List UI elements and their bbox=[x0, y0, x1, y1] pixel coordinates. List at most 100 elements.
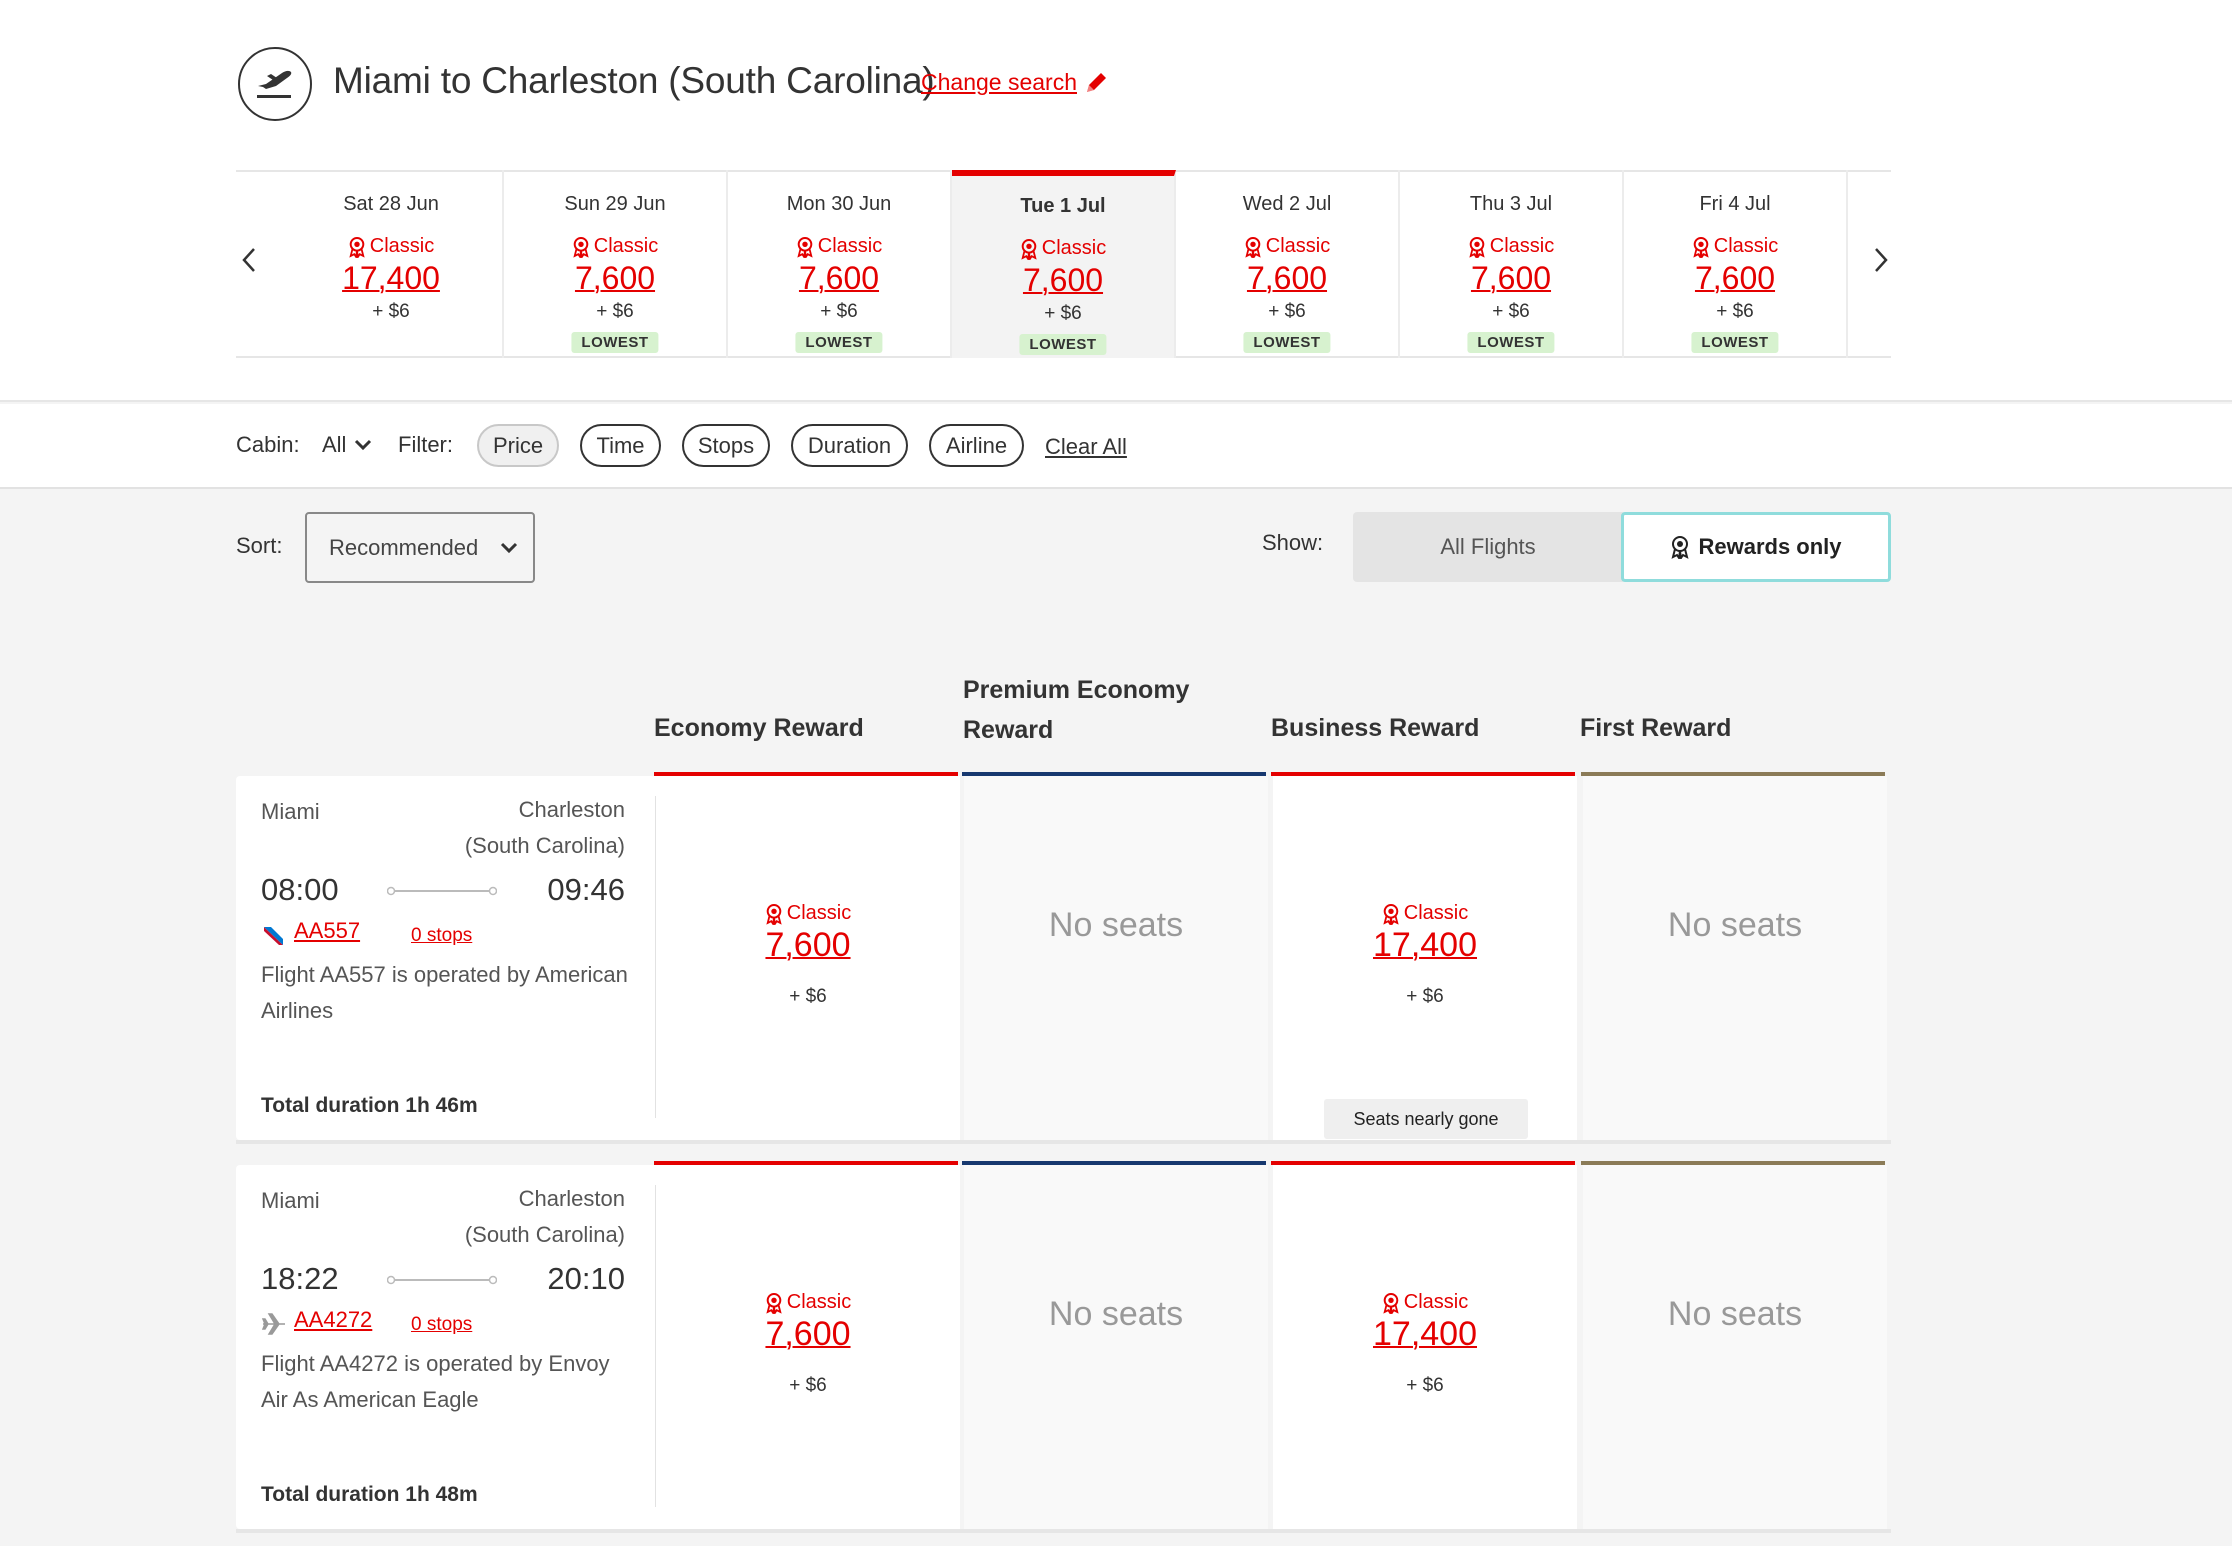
seats-nearly-gone-badge: Seats nearly gone bbox=[1324, 1099, 1528, 1139]
rewards-only-toggle[interactable]: Rewards only bbox=[1621, 512, 1891, 582]
date-option[interactable]: Thu 3 Jul Classic 7,600 + $6 LOWEST bbox=[1400, 170, 1624, 358]
fare-type-label: Classic bbox=[786, 902, 852, 924]
date-points[interactable]: 7,600 bbox=[1694, 260, 1776, 296]
fare-points[interactable]: 7,600 bbox=[765, 926, 851, 964]
cabin-dropdown[interactable]: All bbox=[322, 432, 372, 458]
filter-pill-duration[interactable]: Duration bbox=[791, 424, 908, 467]
fare-cell[interactable]: Classic 7,600 + $6 bbox=[656, 1165, 960, 1529]
change-search-link[interactable]: Change search bbox=[921, 69, 1077, 95]
arrival-time: 20:10 bbox=[547, 1261, 625, 1296]
column-color-bar bbox=[654, 772, 958, 776]
column-color-bar bbox=[1271, 772, 1575, 776]
date-label: Sat 28 Jun bbox=[343, 193, 439, 215]
departure-time: 08:00 bbox=[261, 872, 339, 907]
flight-path-line bbox=[387, 1275, 497, 1285]
date-tax: + $6 bbox=[372, 301, 410, 322]
fare-type: Classic bbox=[280, 235, 502, 258]
fare-tax: + $6 bbox=[1406, 1375, 1444, 1396]
flight-number-link[interactable]: AA4272 bbox=[294, 1307, 373, 1332]
flight-card bbox=[236, 776, 656, 1140]
fare-cell-unavailable: No seats bbox=[964, 776, 1268, 1140]
fare-cell[interactable]: Classic 17,400 + $6 bbox=[1273, 1165, 1577, 1529]
date-label: Tue 1 Jul bbox=[1020, 195, 1106, 217]
american-airlines-logo-icon bbox=[264, 927, 283, 945]
date-option[interactable]: Fri 4 Jul Classic 7,600 + $6 LOWEST bbox=[1624, 170, 1848, 358]
filter-pill-stops[interactable]: Stops bbox=[682, 424, 770, 467]
date-points[interactable]: 17,400 bbox=[342, 260, 440, 296]
date-label: Sun 29 Jun bbox=[564, 193, 666, 215]
operated-by-text: Flight AA4272 is operated by Envoy Air A… bbox=[261, 1351, 610, 1412]
sort-label: Sort: bbox=[236, 533, 283, 558]
fare-points[interactable]: 17,400 bbox=[1373, 926, 1477, 964]
date-option[interactable]: Tue 1 Jul Classic 7,600 + $6 LOWEST bbox=[952, 170, 1176, 358]
date-points[interactable]: 7,600 bbox=[574, 260, 656, 296]
date-option[interactable]: Sat 28 Jun Classic 17,400 + $6 bbox=[280, 170, 504, 358]
award-ribbon-icon bbox=[349, 236, 365, 258]
sort-select[interactable]: Recommended bbox=[305, 512, 535, 583]
date-points[interactable]: 7,600 bbox=[1470, 260, 1552, 296]
clear-all-link[interactable]: Clear All bbox=[1045, 434, 1127, 459]
filter-pill-airline[interactable]: Airline bbox=[929, 424, 1024, 467]
flight-card bbox=[236, 1165, 656, 1529]
column-color-bar bbox=[654, 1161, 958, 1165]
date-points[interactable]: 7,600 bbox=[1022, 262, 1104, 298]
date-option[interactable]: Sun 29 Jun Classic 7,600 + $6 LOWEST bbox=[504, 170, 728, 358]
date-points[interactable]: 7,600 bbox=[1246, 260, 1328, 296]
fare-cell[interactable]: Classic 7,600 + $6 bbox=[656, 776, 960, 1140]
card-bottom-border bbox=[236, 1140, 1891, 1144]
fare-type: Classic bbox=[1273, 1291, 1577, 1314]
stops-link[interactable]: 0 stops bbox=[411, 1314, 473, 1335]
destination-city: Charleston (South Carolina) bbox=[464, 797, 625, 858]
fare-tax: + $6 bbox=[1406, 986, 1444, 1007]
filter-pill-time[interactable]: Time bbox=[580, 424, 661, 467]
total-duration: Total duration 1h 46m bbox=[261, 1094, 478, 1117]
fare-type: Classic bbox=[656, 902, 960, 925]
fare-type: Classic bbox=[656, 1291, 960, 1314]
fare-tax: + $6 bbox=[789, 1375, 827, 1396]
flight-number-link[interactable]: AA557 bbox=[294, 918, 361, 943]
column-economy-reward: Economy Reward bbox=[654, 714, 864, 742]
sort-value: Recommended bbox=[329, 534, 479, 560]
fare-cell-unavailable: No seats bbox=[1583, 776, 1887, 1140]
fare-type: Classic bbox=[1273, 902, 1577, 925]
fare-tax: + $6 bbox=[789, 986, 827, 1007]
fare-type: Classic bbox=[1400, 235, 1622, 258]
stops-link[interactable]: 0 stops bbox=[411, 925, 473, 946]
date-label: Thu 3 Jul bbox=[1469, 193, 1553, 215]
pencil-icon[interactable] bbox=[1083, 70, 1109, 96]
route-title: Miami to Charleston (South Carolina) bbox=[333, 60, 935, 101]
award-ribbon-icon bbox=[1245, 236, 1261, 258]
departure-plane-icon bbox=[238, 47, 312, 121]
chevron-down-icon bbox=[355, 439, 372, 451]
award-ribbon-icon bbox=[1671, 536, 1689, 559]
filter-pill-price[interactable]: Price bbox=[477, 424, 559, 467]
award-ribbon-icon bbox=[766, 903, 782, 925]
fare-type: Classic bbox=[1624, 235, 1846, 258]
next-dates-arrow-icon[interactable] bbox=[1866, 245, 1896, 275]
fare-type: Classic bbox=[504, 235, 726, 258]
date-label: Fri 4 Jul bbox=[1699, 193, 1771, 215]
column-premium-economy-reward: Premium Economy Reward bbox=[963, 676, 1190, 744]
fare-points[interactable]: 17,400 bbox=[1373, 1315, 1477, 1353]
filter-bar bbox=[0, 404, 2232, 489]
departure-time: 18:22 bbox=[261, 1261, 339, 1296]
award-ribbon-icon bbox=[766, 1292, 782, 1314]
previous-dates-arrow-icon[interactable] bbox=[234, 245, 264, 275]
fare-type-label: Classic bbox=[786, 1291, 852, 1313]
no-seats-text: No seats bbox=[1048, 1295, 1184, 1333]
fare-cell[interactable]: Classic 17,400 + $6 bbox=[1273, 776, 1577, 1140]
column-first-reward: First Reward bbox=[1580, 714, 1732, 742]
fare-points[interactable]: 7,600 bbox=[765, 1315, 851, 1353]
lowest-badge: LOWEST bbox=[571, 332, 659, 353]
fare-type-label: Classic bbox=[1041, 237, 1107, 259]
column-color-bar bbox=[1581, 772, 1885, 776]
date-points[interactable]: 7,600 bbox=[798, 260, 880, 296]
all-flights-toggle[interactable]: All Flights bbox=[1353, 512, 1623, 582]
no-seats-text: No seats bbox=[1667, 1295, 1803, 1333]
fare-type-label: Classic bbox=[817, 235, 883, 257]
date-option[interactable]: Mon 30 Jun Classic 7,600 + $6 LOWEST bbox=[728, 170, 952, 358]
date-option[interactable]: Wed 2 Jul Classic 7,600 + $6 LOWEST bbox=[1176, 170, 1400, 358]
total-duration: Total duration 1h 48m bbox=[261, 1483, 478, 1506]
fare-type: Classic bbox=[1176, 235, 1398, 258]
destination-city: Charleston (South Carolina) bbox=[464, 1186, 625, 1247]
